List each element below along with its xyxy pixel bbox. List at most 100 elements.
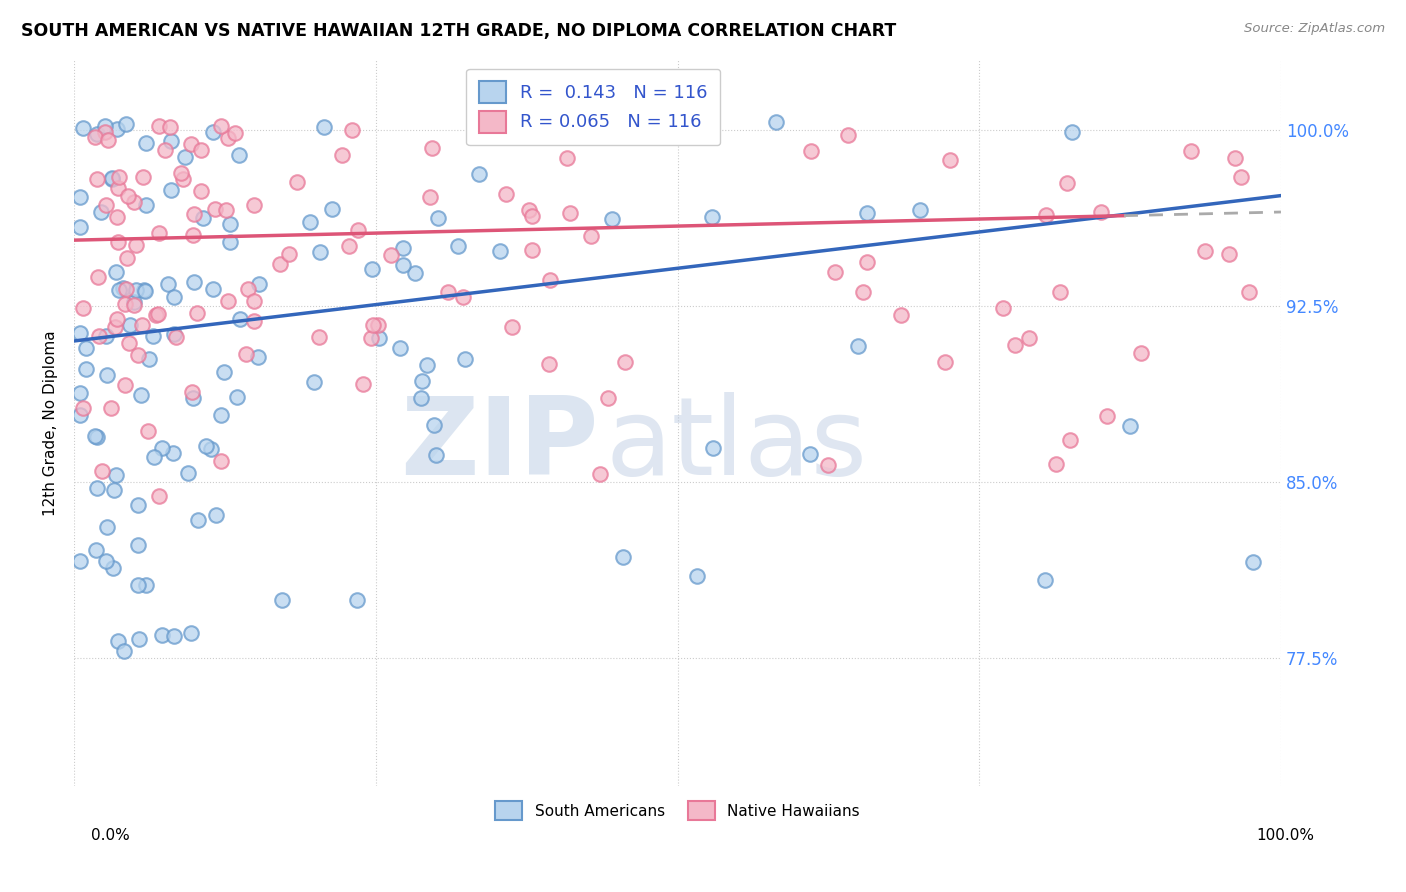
Point (105, 312, 128, 326)
Point (163, 629, 186, 643)
Point (169, 166, 191, 180)
Point (69, 386, 91, 401)
Point (247, 350, 270, 364)
Point (451, 290, 474, 304)
Point (115, 251, 138, 265)
Point (330, 148, 353, 162)
Point (160, 183, 183, 197)
Point (118, 318, 141, 333)
Point (72, 401, 94, 415)
Point (90, 464, 112, 478)
Point (134, 284, 156, 298)
Point (122, 297, 145, 311)
Point (127, 538, 149, 552)
Point (447, 239, 470, 253)
Point (124, 283, 146, 297)
Point (86, 430, 108, 444)
Point (890, 308, 912, 322)
Point (495, 187, 517, 202)
Point (72, 301, 94, 316)
Point (454, 352, 477, 367)
Point (489, 244, 512, 258)
Point (1241, 555, 1264, 569)
Point (217, 293, 239, 308)
Point (991, 301, 1014, 315)
Point (148, 227, 170, 241)
Point (100, 401, 122, 416)
Point (103, 483, 125, 498)
Point (112, 644, 135, 658)
Point (114, 378, 136, 392)
Point (908, 202, 931, 217)
Point (127, 498, 149, 512)
Point (174, 150, 197, 164)
Point (558, 206, 581, 220)
Point (117, 189, 139, 203)
Point (96, 197, 118, 211)
Point (285, 175, 308, 189)
Point (108, 283, 131, 297)
Point (107, 181, 129, 195)
Point (122, 295, 145, 310)
Point (200, 442, 222, 456)
Point (111, 281, 134, 295)
Point (1090, 205, 1112, 219)
Point (309, 244, 332, 259)
Point (1056, 176, 1078, 190)
Point (150, 628, 173, 642)
Point (145, 308, 167, 322)
Point (361, 261, 384, 276)
Point (142, 328, 165, 343)
Point (269, 257, 291, 271)
Point (419, 190, 441, 204)
Legend: South Americans, Native Hawaiians: South Americans, Native Hawaiians (489, 796, 866, 826)
Point (186, 306, 208, 320)
Point (125, 238, 148, 252)
Point (157, 277, 180, 291)
Point (202, 125, 225, 139)
Point (589, 467, 612, 481)
Point (352, 377, 374, 392)
Point (361, 318, 384, 332)
Point (86, 172, 108, 186)
Text: 0.0%: 0.0% (91, 828, 131, 843)
Point (538, 273, 561, 287)
Point (613, 355, 636, 369)
Point (204, 508, 226, 522)
Point (135, 197, 157, 211)
Point (96, 520, 118, 534)
Point (142, 450, 165, 464)
Point (103, 561, 125, 575)
Point (846, 338, 869, 352)
Point (84, 130, 107, 145)
Point (190, 184, 212, 198)
Point (226, 390, 249, 404)
Point (181, 227, 204, 242)
Point (1194, 244, 1216, 258)
Point (243, 314, 266, 328)
Point (360, 331, 382, 345)
Point (209, 454, 232, 468)
Point (218, 217, 240, 231)
Point (1049, 285, 1071, 299)
Point (299, 215, 322, 229)
Point (238, 282, 260, 296)
Point (135, 136, 157, 150)
Point (84, 542, 107, 557)
Point (107, 235, 129, 249)
Point (855, 206, 877, 220)
Point (115, 282, 138, 296)
Point (148, 119, 170, 133)
Point (235, 347, 257, 361)
Point (346, 223, 368, 237)
Point (135, 578, 157, 592)
Point (579, 228, 602, 243)
Point (94, 125, 117, 139)
Text: 100.0%: 100.0% (1257, 828, 1315, 843)
Point (190, 143, 212, 157)
Point (411, 374, 433, 388)
Point (89, 329, 111, 343)
Point (219, 235, 242, 250)
Point (183, 206, 205, 220)
Point (105, 122, 128, 136)
